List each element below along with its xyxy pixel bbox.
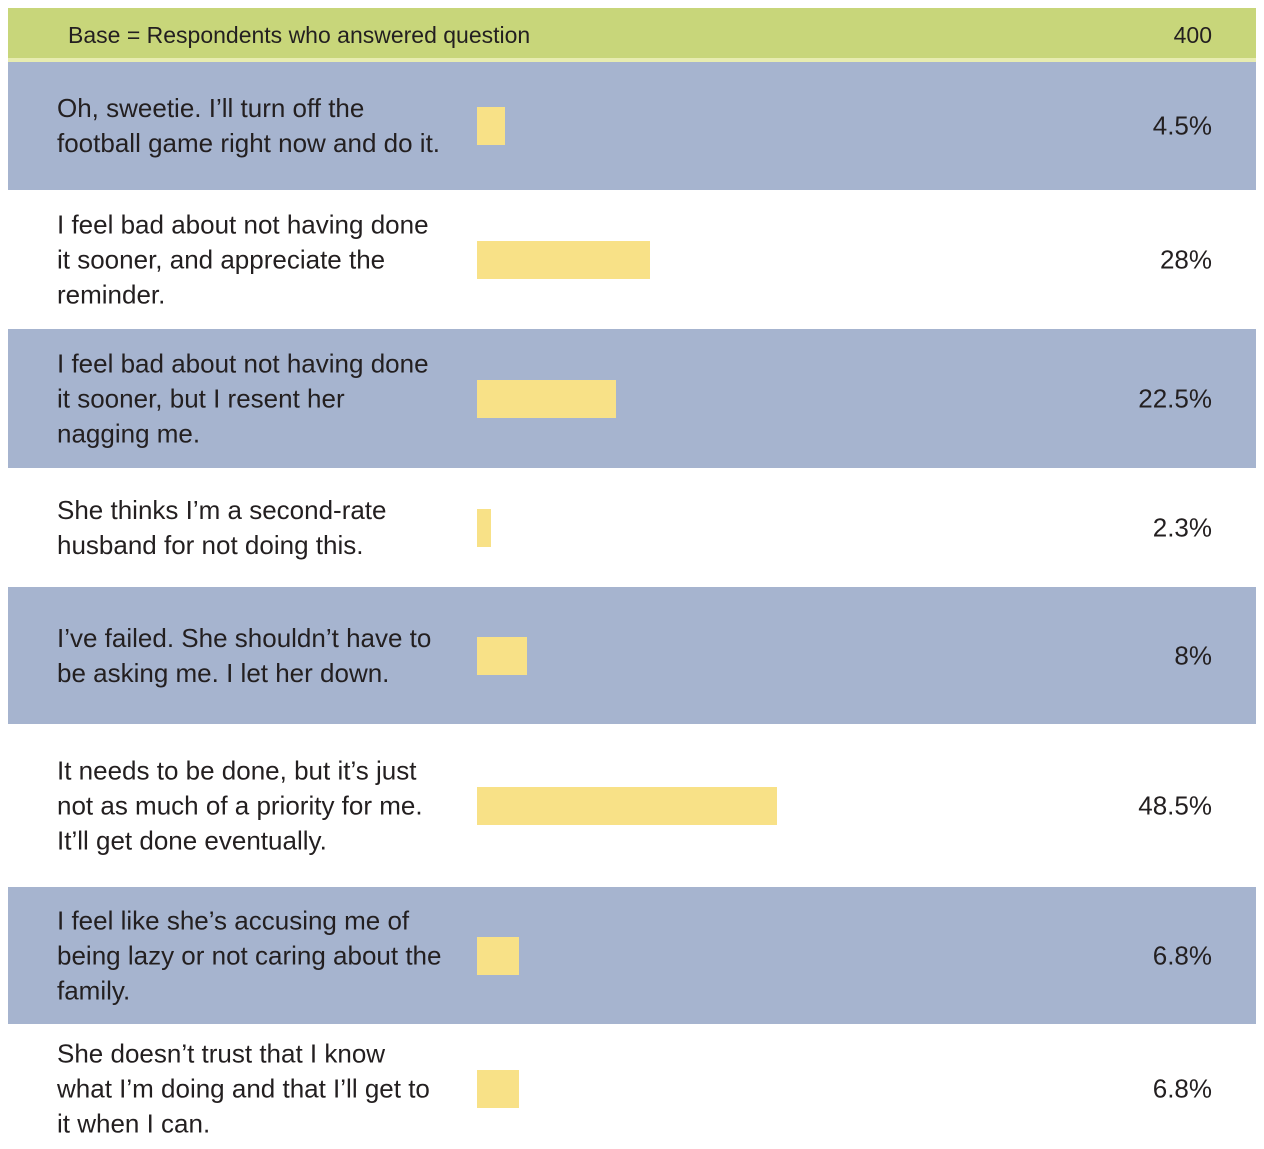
value-label: 4.5% [1152, 110, 1212, 141]
bar [477, 636, 527, 675]
row: Oh, sweetie. I’ll turn off the football … [8, 62, 1256, 190]
bar [477, 107, 505, 145]
row: I’ve failed. She shouldn’t have to be as… [8, 587, 1256, 724]
category-label: I feel like she’s accusing me of being l… [57, 905, 442, 1005]
value-label: 6.8% [1152, 1073, 1212, 1104]
value-label: 28% [1159, 244, 1212, 274]
row: It needs to be done, but it’s just not a… [8, 724, 1256, 887]
category-label: I feel bad about not having done it soon… [57, 209, 429, 309]
value-label: 22.5% [1138, 383, 1212, 413]
category-label: She thinks I’m a second-rate husband for… [57, 494, 387, 560]
row: She doesn’t trust that I know what I’m d… [8, 1024, 1256, 1149]
category-label: It needs to be done, but it’s just not a… [57, 755, 423, 855]
row: I feel bad about not having done it soon… [8, 190, 1256, 329]
value-label: 8% [1174, 640, 1212, 670]
base-label: Base = Respondents who answered question [68, 22, 531, 48]
value-label: 2.3% [1152, 512, 1212, 542]
bar [477, 508, 492, 547]
row: She thinks I’m a second-rate husband for… [8, 468, 1256, 587]
category-label: She doesn’t trust that I know what I’m d… [57, 1038, 430, 1139]
survey-table: Base = Respondents who answered question… [8, 8, 1256, 1149]
value-label: 6.8% [1152, 940, 1212, 970]
value-label: 48.5% [1138, 790, 1212, 820]
category-label: I feel bad about not having done it soon… [57, 348, 429, 448]
bar [477, 1070, 520, 1108]
bar [477, 379, 617, 418]
base-value: 400 [1173, 22, 1212, 48]
category-label: I’ve failed. She shouldn’t have to be as… [57, 622, 432, 688]
bar [477, 936, 520, 975]
bar [477, 786, 778, 825]
category-label: Oh, sweetie. I’ll turn off the football … [57, 93, 441, 158]
row: I feel bad about not having done it soon… [8, 329, 1256, 468]
row: I feel like she’s accusing me of being l… [8, 887, 1256, 1024]
bar [477, 240, 651, 279]
header: Base = Respondents who answered question… [8, 8, 1256, 62]
